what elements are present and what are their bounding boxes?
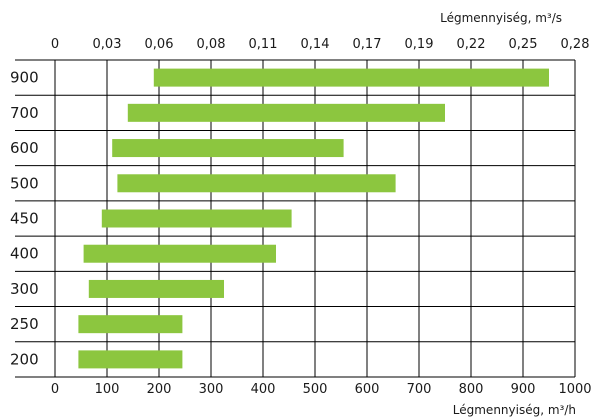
bar-700 [127,103,446,122]
bars [78,68,550,369]
x-tick-label-bottom: 700 [407,382,432,397]
category-label: 300 [10,280,39,298]
x-tick-label-top: 0,25 [509,37,538,52]
x-axis-bottom-title: Légmennyiség, m³/h [453,403,576,417]
x-tick-label-bottom: 600 [355,382,380,397]
x-tick-label-top: 0,28 [561,37,590,52]
x-tick-label-bottom: 200 [147,382,172,397]
category-label: 500 [10,174,39,192]
x-tick-label-bottom: 300 [199,382,224,397]
x-tick-label-bottom: 900 [511,382,536,397]
x-tick-label-bottom: 800 [459,382,484,397]
bar-250 [78,315,183,334]
bar-300 [88,279,224,298]
category-label: 200 [10,350,39,368]
category-label: 400 [10,245,39,263]
x-tick-label-top: 0,06 [145,37,174,52]
x-tick-label-bottom: 0 [51,382,59,397]
x-tick-label-bottom: 400 [251,382,276,397]
x-tick-label-top: 0,19 [405,37,434,52]
bar-450 [101,209,292,228]
bar-600 [112,139,344,158]
category-label: 900 [10,69,39,87]
x-tick-label-bottom: 500 [303,382,328,397]
x-tick-label-top: 0,08 [197,37,226,52]
x-axis-top-title: Légmennyiség, m³/s [440,11,562,25]
bar-400 [83,244,276,263]
x-tick-label-bottom: 100 [95,382,120,397]
x-tick-label-top: 0,17 [353,37,382,52]
category-label: 600 [10,139,39,157]
plot-frame [55,59,575,378]
bar-900 [153,68,550,87]
category-labels: 900 700 600 500 450 400 300 250 200 [10,69,39,369]
category-label: 450 [10,210,39,228]
x-tick-label-top: 0,14 [301,37,330,52]
category-label: 700 [10,104,39,122]
x-tick-label-bottom: 1000 [558,382,591,397]
x-tick-label-top: 0,22 [457,37,486,52]
x-tick-label-top: 0,11 [249,37,278,52]
x-axis-top-ticks: 0 0,03 0,06 0,08 0,11 0,14 0,17 0,19 0,22 0,25 0,2… [51,37,590,52]
bar-200 [78,350,183,369]
x-tick-label-top: 0,03 [93,37,122,52]
category-label: 250 [10,315,39,333]
x-tick-label-top: 0 [51,37,59,52]
bar-500 [117,174,396,193]
x-axis-bottom-ticks: 0 100 200 300 400 500 600 700 800 900 1000 [51,382,592,397]
